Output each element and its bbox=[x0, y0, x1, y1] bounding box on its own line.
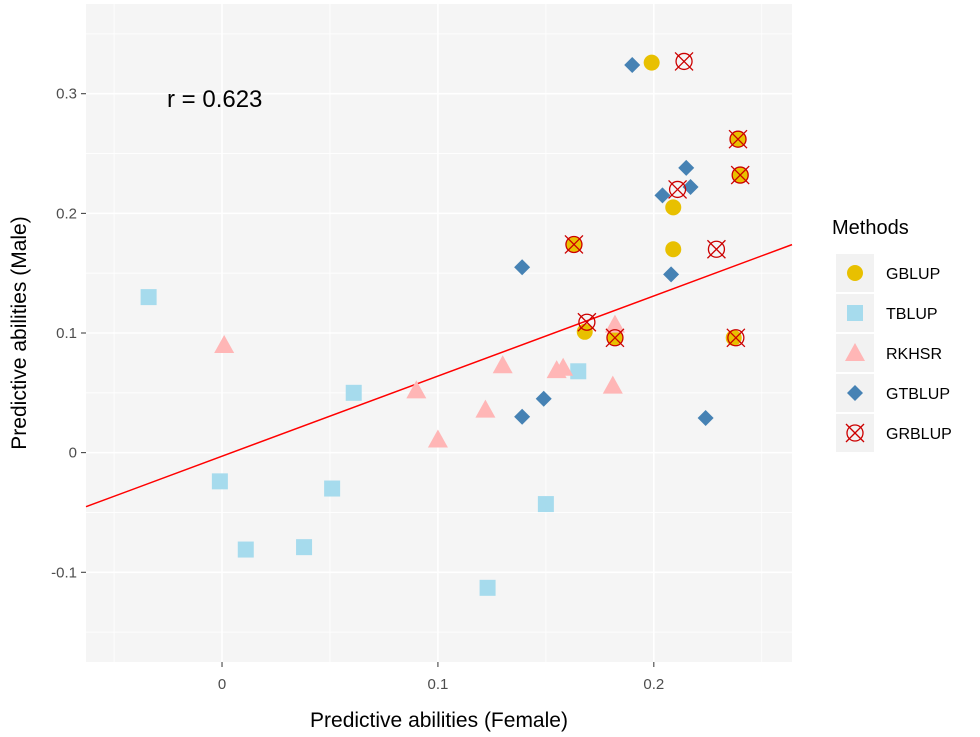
y-tick-label: -0.1 bbox=[51, 564, 77, 581]
point-grblup bbox=[674, 51, 694, 71]
regression-line-group bbox=[85, 243, 793, 508]
point-tblup bbox=[345, 384, 362, 401]
point-grblup bbox=[668, 179, 688, 199]
point-gblup bbox=[665, 241, 682, 258]
point-grblup bbox=[564, 235, 584, 254]
x-tick-label: 0.1 bbox=[427, 676, 448, 693]
y-tick-label: 0.1 bbox=[56, 325, 77, 342]
point-gtblup bbox=[624, 57, 641, 74]
point-tblup bbox=[537, 496, 554, 513]
point-gtblup bbox=[697, 409, 714, 426]
point-gblup bbox=[725, 329, 742, 346]
point-gtblup bbox=[514, 408, 531, 425]
point-rkhsr bbox=[475, 399, 496, 418]
point-rkhsr bbox=[553, 357, 574, 376]
regression-line bbox=[85, 243, 793, 508]
point-grblup bbox=[577, 312, 597, 332]
y-axis-title: Predictive abilities (Male) bbox=[8, 216, 31, 449]
point-gtblup bbox=[678, 159, 695, 176]
legend-label-grblup: GRBLUP bbox=[886, 426, 952, 443]
point-grblup bbox=[605, 328, 625, 348]
legend-label-gtblup: GTBLUP bbox=[886, 386, 950, 403]
y-tick-label: 0 bbox=[69, 445, 77, 462]
legend-label-tblup: TBLUP bbox=[886, 306, 938, 323]
x-axis-title: Predictive abilities (Female) bbox=[310, 709, 568, 732]
point-tblup bbox=[211, 473, 228, 490]
point-tblup bbox=[296, 539, 313, 556]
point-tblup bbox=[237, 541, 254, 558]
y-tick-label: 0.3 bbox=[56, 86, 77, 103]
point-grblup bbox=[730, 165, 750, 185]
x-axis: 0 0.1 0.2 bbox=[218, 662, 664, 693]
legend-key-tblup bbox=[847, 305, 863, 321]
legend-key-rkhsr bbox=[845, 343, 865, 361]
y-axis: -0.1 0 0.1 0.2 0.3 bbox=[51, 86, 86, 581]
point-gblup bbox=[665, 199, 682, 216]
legend-title: Methods bbox=[832, 217, 909, 239]
point-grblup bbox=[728, 129, 748, 149]
point-gtblup bbox=[682, 179, 699, 196]
correlation-annotation: r = 0.623 bbox=[167, 86, 262, 113]
legend-label-gblup: GBLUP bbox=[886, 266, 940, 283]
legend-key-grblup bbox=[845, 423, 865, 443]
legend-label-rkhsr: RKHSR bbox=[886, 346, 942, 363]
point-rkhsr bbox=[427, 429, 448, 448]
grid-major bbox=[86, 4, 792, 662]
legend: Methods GBLUP TBLUP RKHSR GTBLUP GRBLUP bbox=[832, 217, 952, 452]
y-tick-label: 0.2 bbox=[56, 205, 77, 222]
point-gblup bbox=[643, 54, 660, 71]
point-tblup bbox=[324, 480, 341, 497]
point-gtblup bbox=[654, 187, 671, 204]
x-tick-label: 0.2 bbox=[643, 676, 664, 693]
legend-key-gtblup bbox=[847, 385, 863, 401]
point-gtblup bbox=[663, 266, 680, 283]
point-gtblup bbox=[535, 390, 552, 407]
point-gtblup bbox=[514, 259, 531, 276]
point-rkhsr bbox=[492, 355, 513, 374]
point-tblup bbox=[140, 289, 157, 306]
point-tblup bbox=[479, 579, 496, 596]
point-rkhsr bbox=[602, 375, 623, 394]
point-grblup bbox=[726, 328, 746, 348]
point-rkhsr bbox=[406, 380, 427, 399]
point-grblup bbox=[706, 239, 726, 259]
data-points bbox=[140, 51, 750, 596]
legend-key-gblup bbox=[847, 265, 863, 281]
point-tblup bbox=[570, 363, 587, 380]
point-rkhsr bbox=[604, 314, 625, 333]
x-tick-label: 0 bbox=[218, 676, 226, 693]
point-rkhsr bbox=[214, 334, 235, 353]
